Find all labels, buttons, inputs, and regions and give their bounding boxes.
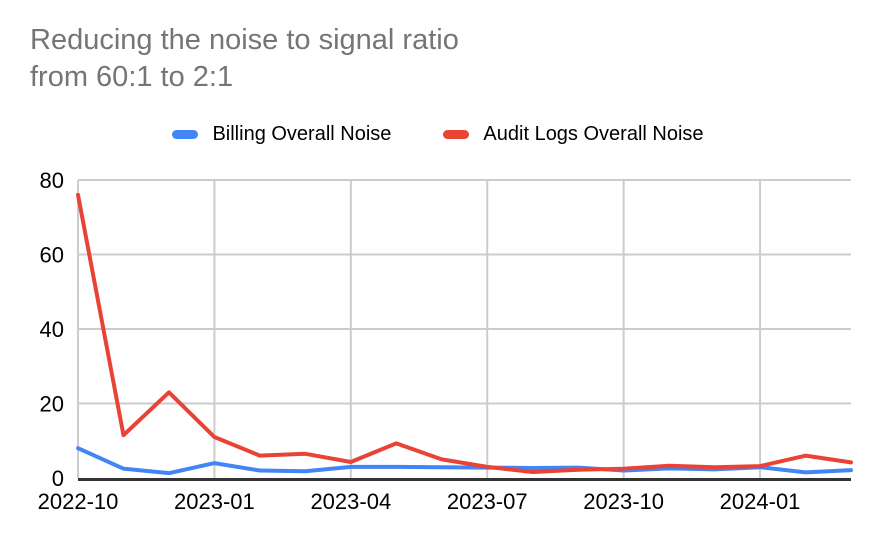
chart-title: Reducing the noise to signal ratio from … — [30, 22, 459, 96]
y-tick-label: 80 — [40, 168, 64, 193]
chart-legend: Billing Overall Noise Audit Logs Overall… — [0, 123, 876, 146]
series-line-billing-overall-noise — [76, 446, 853, 476]
y-tick-label: 40 — [40, 317, 64, 342]
chart-title-line-1: Reducing the noise to signal ratio — [30, 24, 459, 56]
legend-item-billing-overall-noise[interactable]: Billing Overall Noise — [172, 123, 391, 146]
legend-label: Billing Overall Noise — [212, 123, 392, 145]
y-tick-label: 20 — [40, 392, 64, 417]
x-tick-label: 2023-07 — [447, 489, 528, 514]
y-tick-label: 0 — [52, 466, 64, 491]
legend-item-audit-logs-overall-noise[interactable]: Audit Logs Overall Noise — [443, 123, 704, 146]
legend-label: Audit Logs Overall Noise — [483, 123, 704, 145]
x-tick-label: 2023-01 — [174, 489, 255, 514]
legend-swatch-red-icon — [443, 130, 470, 139]
legend-swatch-blue-icon — [172, 130, 199, 139]
x-tick-label: 2022-10 — [38, 489, 119, 514]
chart-title-line-2: from 60:1 to 2:1 — [30, 61, 234, 93]
x-tick-label: 2024-01 — [720, 489, 801, 514]
series-line-audit-logs-overall-noise — [76, 192, 853, 475]
x-tick-label: 2023-10 — [583, 489, 664, 514]
y-tick-label: 60 — [40, 243, 64, 268]
x-tick-label: 2023-04 — [310, 489, 391, 514]
